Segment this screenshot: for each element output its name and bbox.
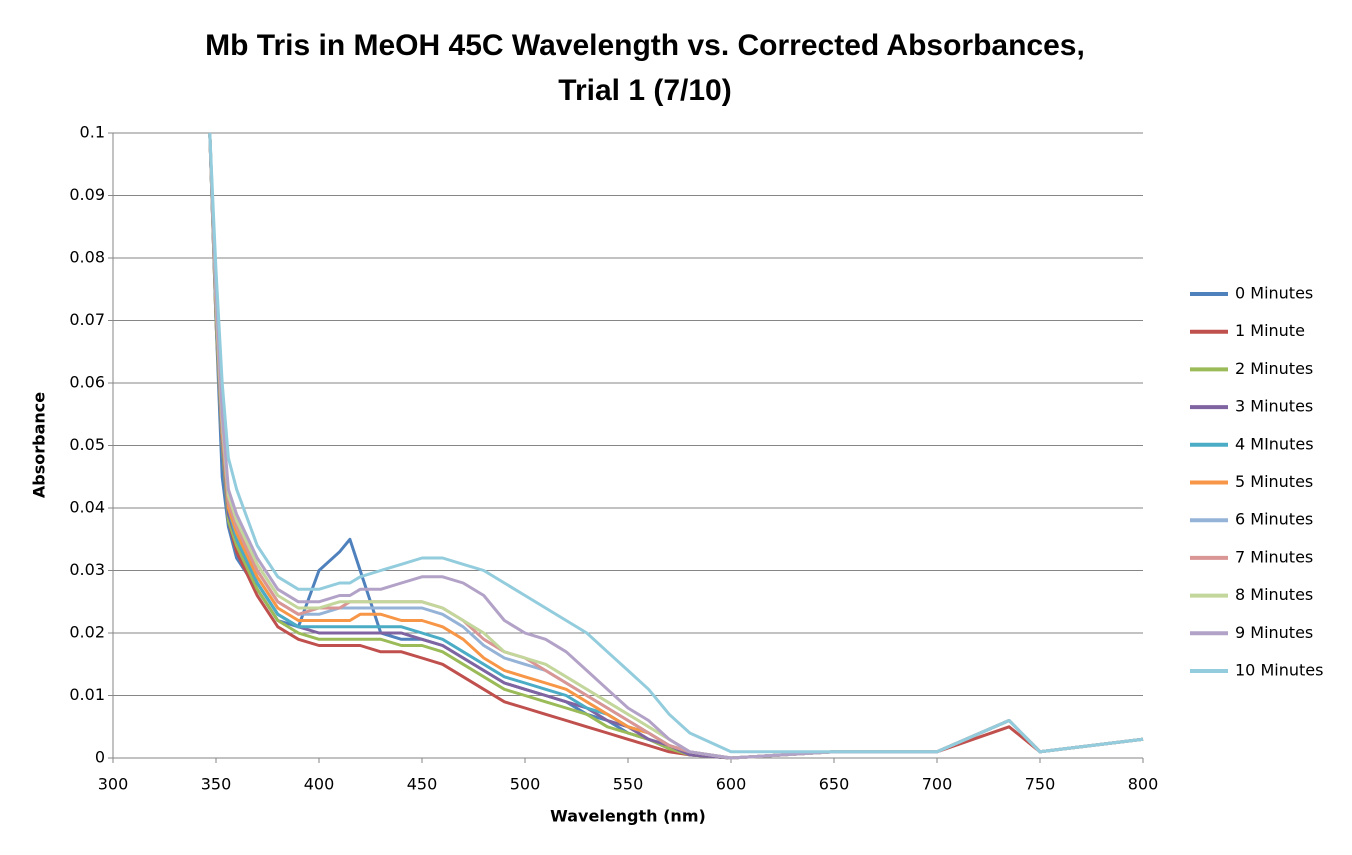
legend-label: 3 Minutes — [1235, 397, 1313, 416]
series-line — [208, 132, 1144, 760]
legend-label: 10 Minutes — [1235, 661, 1323, 680]
y-tick-label: 0.06 — [69, 373, 105, 392]
x-tick-label: 300 — [98, 775, 129, 794]
y-tick-label: 0.1 — [80, 123, 105, 142]
legend-label: 9 Minutes — [1235, 623, 1313, 642]
y-axis-title: Absorbance — [30, 392, 49, 498]
x-tick-label: 700 — [922, 775, 953, 794]
x-axis-title: Wavelength (nm) — [550, 807, 706, 826]
legend-label: 4 MInutes — [1235, 434, 1314, 453]
x-tick-label: 450 — [407, 775, 438, 794]
y-tick-label: 0.07 — [69, 310, 105, 329]
x-tick-label: 750 — [1025, 775, 1056, 794]
y-tick-label: 0 — [95, 748, 105, 767]
x-tick-label: 650 — [819, 775, 850, 794]
y-tick-label: 0.01 — [69, 685, 105, 704]
x-tick-label: 550 — [613, 775, 644, 794]
chart-title: Mb Tris in MeOH 45C Wavelength vs. Corre… — [205, 29, 1085, 62]
x-tick-label: 350 — [201, 775, 232, 794]
legend-label: 1 Minute — [1235, 321, 1305, 340]
legend-label: 7 Minutes — [1235, 547, 1313, 566]
y-tick-label: 0.08 — [69, 248, 105, 267]
y-tick-label: 0.03 — [69, 560, 105, 579]
legend-label: 0 Minutes — [1235, 284, 1313, 303]
legend-label: 5 Minutes — [1235, 472, 1313, 491]
x-tick-label: 500 — [510, 775, 541, 794]
legend-label: 2 Minutes — [1235, 359, 1313, 378]
y-tick-label: 0.02 — [69, 623, 105, 642]
x-tick-label: 600 — [716, 775, 747, 794]
series-line — [208, 132, 1144, 754]
legend-label: 6 Minutes — [1235, 510, 1313, 529]
y-tick-label: 0.04 — [69, 498, 105, 517]
x-tick-label: 400 — [304, 775, 335, 794]
x-tick-label: 800 — [1128, 775, 1159, 794]
y-tick-label: 0.05 — [69, 435, 105, 454]
chart-title: Trial 1 (7/10) — [558, 74, 731, 107]
y-tick-label: 0.09 — [69, 185, 105, 204]
legend-label: 8 Minutes — [1235, 585, 1313, 604]
